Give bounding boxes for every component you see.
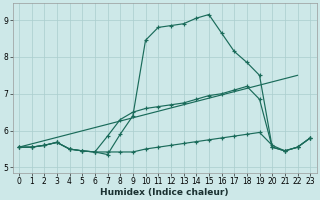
X-axis label: Humidex (Indice chaleur): Humidex (Indice chaleur) — [100, 188, 229, 197]
